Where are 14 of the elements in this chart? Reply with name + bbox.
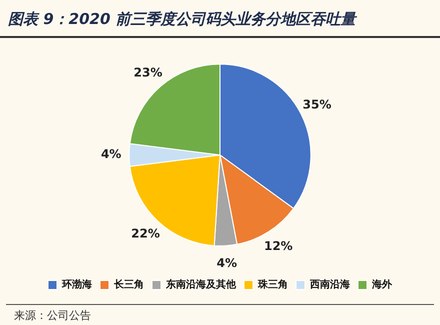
legend-label: 西南沿海: [309, 278, 350, 291]
legend-label: 东南沿海及其他: [165, 278, 237, 291]
legend-label: 珠三角: [257, 278, 288, 291]
data-label: 22%: [131, 226, 160, 240]
chart-title: 图表 9：2020 前三季度公司码头业务分地区吞吐量: [0, 0, 440, 38]
data-label: 4%: [216, 256, 238, 270]
legend-label: 环渤海: [61, 278, 92, 291]
legend-label: 长三角: [113, 278, 144, 291]
legend-label: 海外: [371, 278, 393, 291]
data-label: 35%: [302, 98, 332, 112]
source-note: 来源：公司公告: [6, 304, 434, 325]
data-label: 12%: [264, 239, 293, 254]
data-label: 23%: [134, 65, 162, 80]
data-label: 4%: [100, 147, 122, 162]
